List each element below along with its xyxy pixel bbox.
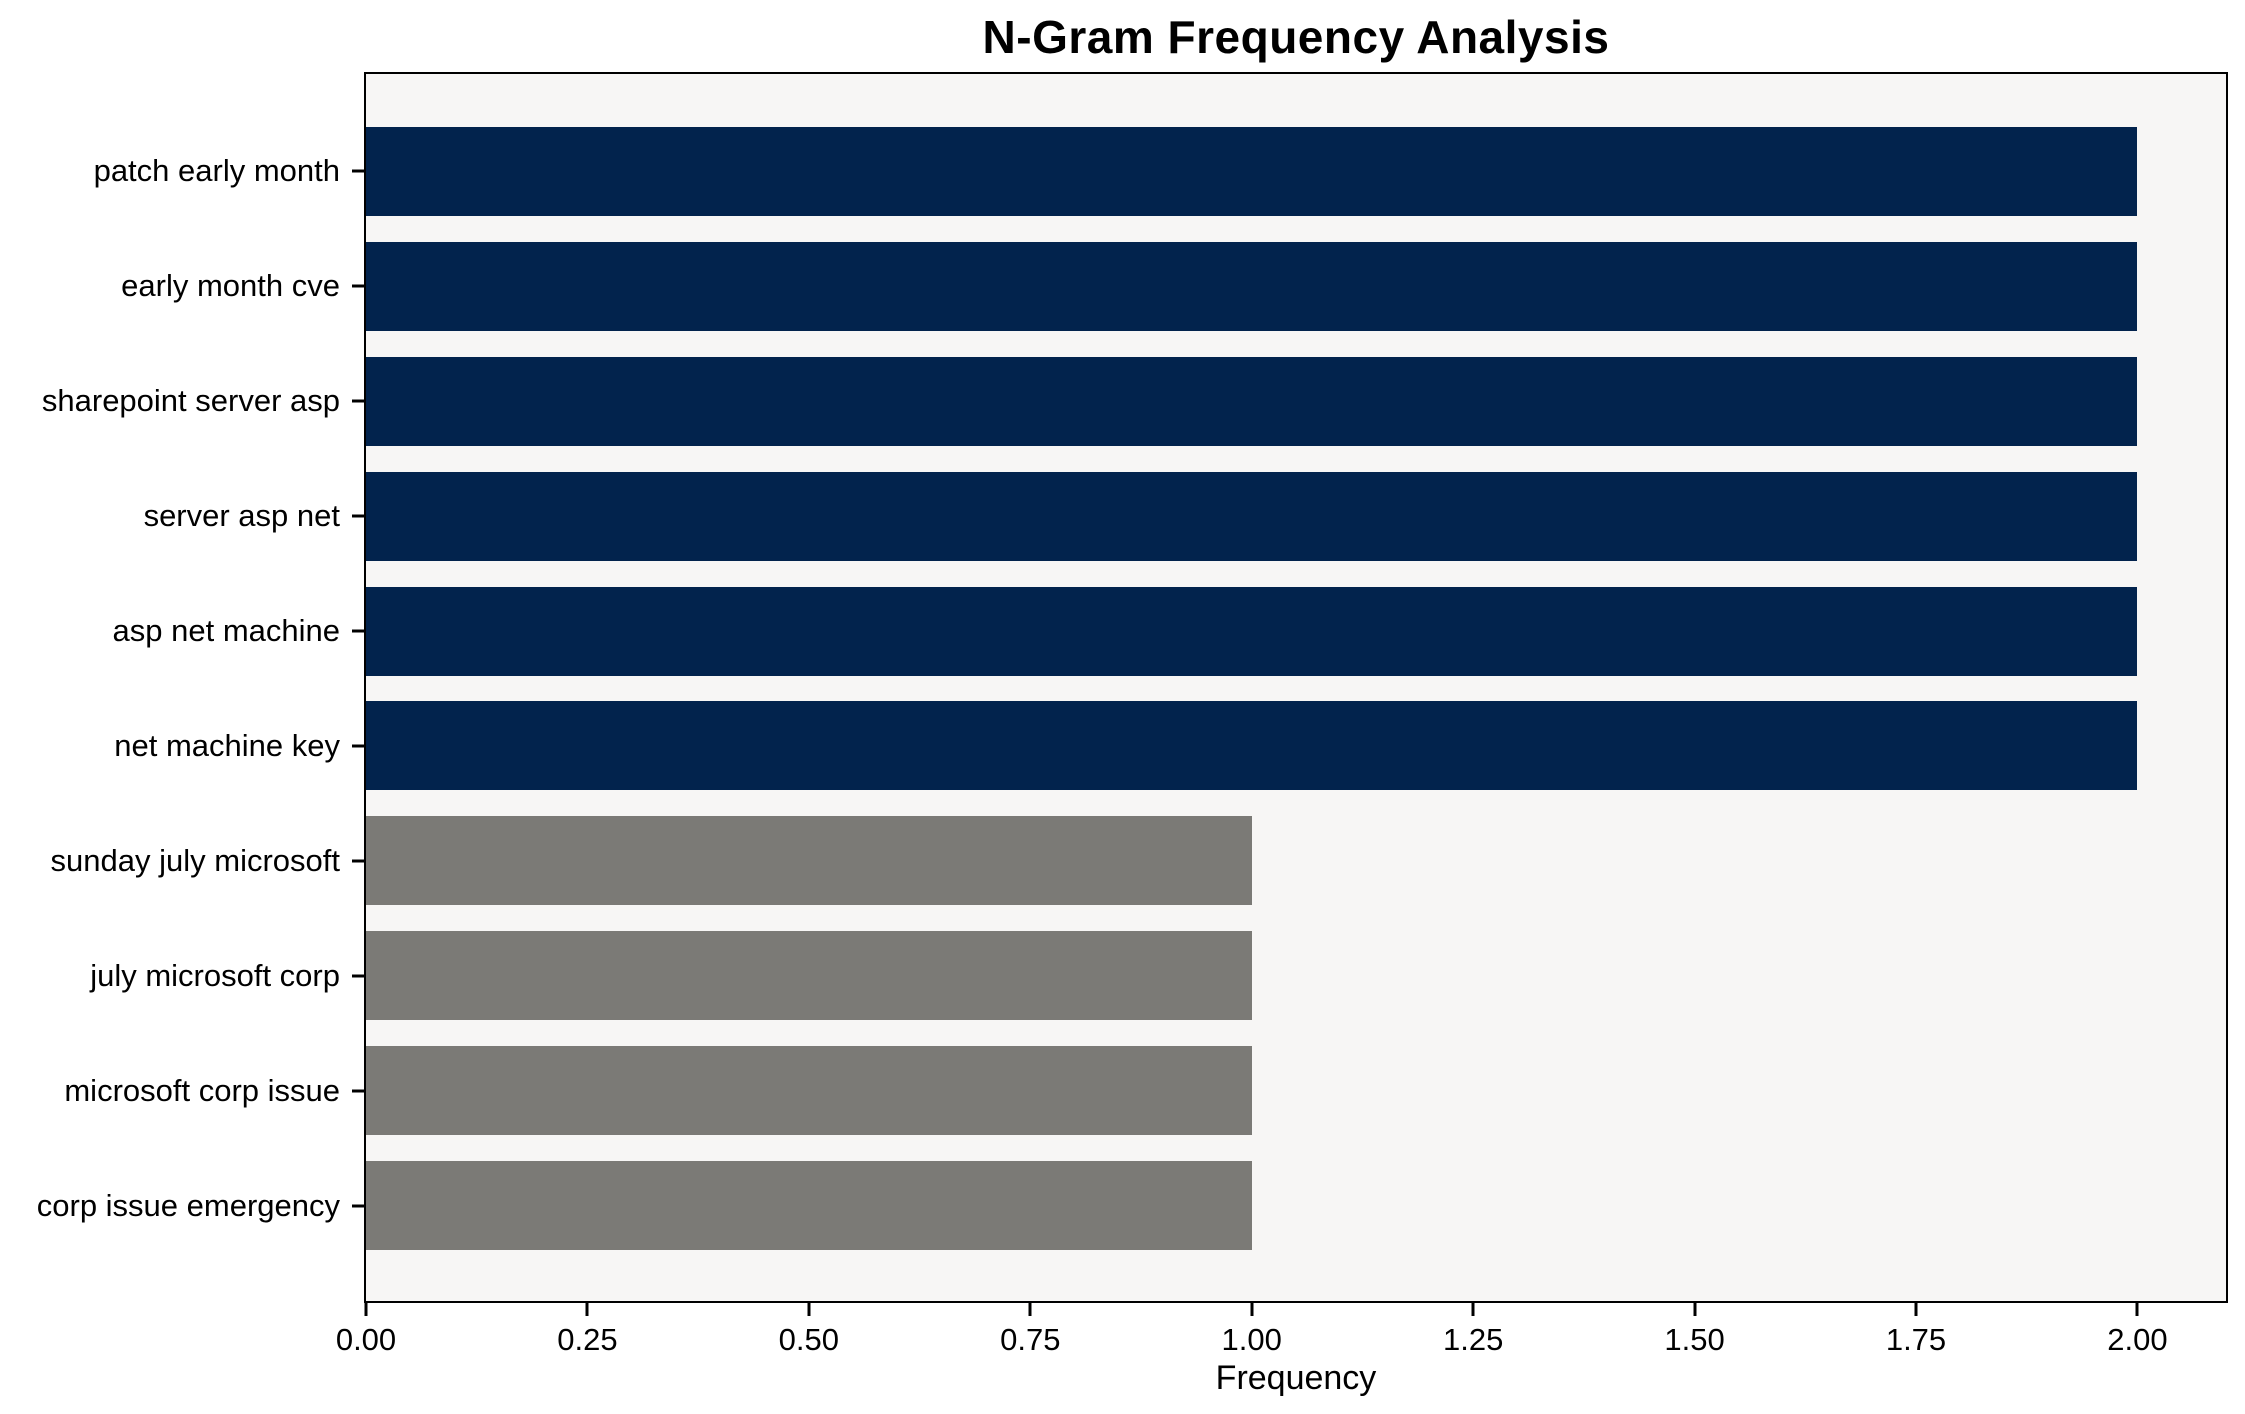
- y-tick-mark: [352, 974, 365, 978]
- bar: [366, 586, 2138, 676]
- y-tick-row: net machine key: [0, 689, 365, 804]
- bar-row: [366, 918, 2226, 1033]
- bar: [366, 126, 2138, 216]
- y-tick-row: server asp net: [0, 459, 365, 574]
- x-tick-mark: [1471, 1303, 1475, 1316]
- y-tick-row: patch early month: [0, 114, 365, 229]
- y-tick-label: microsoft corp issue: [64, 1072, 340, 1108]
- y-tick-mark: [352, 1204, 365, 1208]
- y-tick-row: microsoft corp issue: [0, 1033, 365, 1148]
- bar-row: [366, 459, 2226, 574]
- bar-row: [366, 344, 2226, 459]
- bar-row: [366, 574, 2226, 689]
- y-tick-label: patch early month: [93, 153, 340, 189]
- chart-body: patch early month early month cve sharepoi…: [0, 72, 2245, 1303]
- y-tick-mark: [352, 514, 365, 518]
- x-tick-mark: [1693, 1303, 1697, 1316]
- bar: [366, 701, 2138, 791]
- x-axis: 0.00 0.25 0.50 0.75 1.00 1.25 1.50 1.75 2.00: [336, 1303, 2226, 1373]
- x-tick-label: 1.00: [1221, 1322, 1282, 1357]
- bar: [366, 816, 1252, 906]
- x-tick-mark: [2135, 1303, 2139, 1316]
- bar-row: [366, 229, 2226, 344]
- chart-title: N-Gram Frequency Analysis: [982, 11, 1610, 63]
- y-tick-label: server asp net: [143, 498, 340, 534]
- x-tick-mark: [1250, 1303, 1254, 1316]
- x-tick-label: 1.75: [1885, 1322, 1947, 1357]
- x-tick-label: 0.50: [778, 1322, 840, 1357]
- y-tick-mark: [352, 859, 365, 863]
- y-tick-label: july microsoft corp: [90, 957, 340, 993]
- bar: [366, 471, 2138, 561]
- y-tick-mark: [352, 169, 365, 173]
- y-tick-mark: [352, 284, 365, 288]
- y-tick-row: early month cve: [0, 229, 365, 344]
- y-tick-label: early month cve: [121, 268, 340, 304]
- y-tick-mark: [352, 629, 365, 633]
- y-tick-label: sharepoint server asp: [41, 383, 340, 419]
- bar: [366, 356, 2138, 446]
- bar: [366, 241, 2138, 331]
- x-tick-label: 0.25: [557, 1322, 618, 1357]
- x-axis-label: Frequency: [1215, 1359, 1377, 1397]
- y-tick-row: asp net machine: [0, 574, 365, 689]
- y-tick-row: sunday july microsoft: [0, 803, 365, 918]
- bar: [366, 931, 1252, 1021]
- bar-row: [366, 689, 2226, 804]
- x-tick-mark: [364, 1303, 368, 1316]
- x-tick-mark: [807, 1303, 811, 1316]
- bar: [366, 1046, 1252, 1136]
- plot-area: [364, 72, 2228, 1303]
- x-tick-label: 2.00: [2107, 1322, 2168, 1357]
- y-tick-label: corp issue emergency: [36, 1187, 340, 1223]
- bar-row: [366, 803, 2226, 918]
- x-tick-label: 1.50: [1664, 1322, 1725, 1357]
- bar: [366, 1161, 1252, 1251]
- y-axis-labels: patch early month early month cve sharepoi…: [0, 72, 365, 1303]
- y-tick-row: corp issue emergency: [0, 1148, 365, 1263]
- y-tick-row: july microsoft corp: [0, 918, 365, 1033]
- x-tick-mark: [585, 1303, 589, 1316]
- bar-row: [366, 1148, 2226, 1263]
- y-tick-label: net machine key: [114, 727, 340, 763]
- y-tick-mark: [352, 399, 365, 403]
- y-tick-row: sharepoint server asp: [0, 344, 365, 459]
- x-tick-label: 1.25: [1442, 1322, 1504, 1357]
- x-tick-mark: [1028, 1303, 1032, 1316]
- y-tick-label: sunday july microsoft: [50, 842, 340, 878]
- x-tick-label: 0.75: [1000, 1322, 1061, 1357]
- bar-row: [366, 1033, 2226, 1148]
- x-tick-mark: [1914, 1303, 1918, 1316]
- x-tick-label: 0.00: [335, 1322, 397, 1357]
- bar-row: [366, 114, 2226, 229]
- y-tick-label: asp net machine: [112, 613, 340, 649]
- y-tick-mark: [352, 744, 365, 748]
- y-tick-mark: [352, 1089, 365, 1093]
